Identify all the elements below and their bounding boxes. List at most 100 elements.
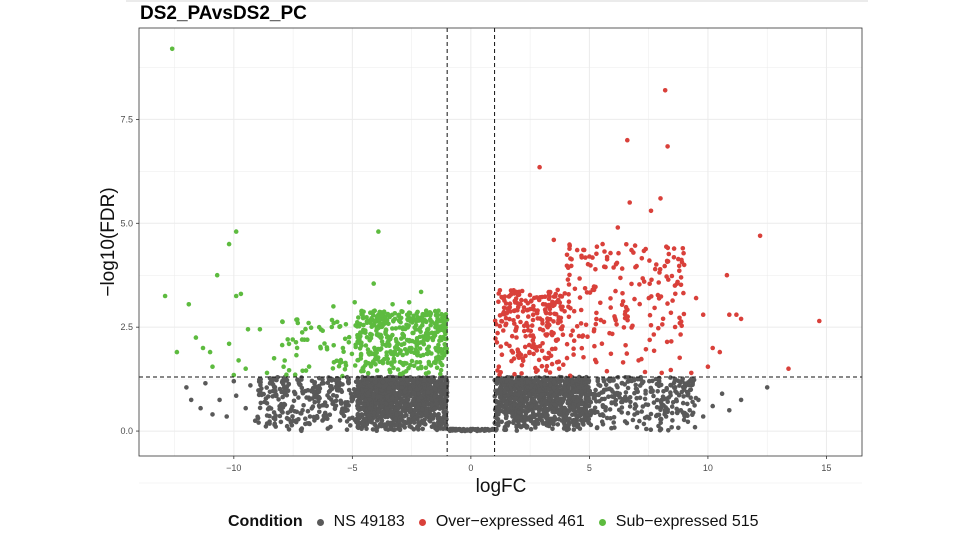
point-sub-expressed (438, 371, 443, 377)
point-over-expressed (519, 363, 525, 368)
point-sub-expressed (414, 318, 420, 323)
point-over-expressed (757, 233, 763, 239)
point-over-expressed (642, 369, 648, 375)
point-ns (278, 419, 284, 425)
point-over-expressed (512, 321, 517, 326)
point-over-expressed (629, 281, 634, 287)
point-sub-expressed (343, 360, 348, 366)
point-over-expressed (555, 287, 560, 293)
point-over-expressed (549, 361, 555, 367)
point-ns (677, 383, 682, 388)
point-ns (439, 418, 445, 424)
point-ns (383, 401, 389, 407)
point-ns (682, 381, 688, 386)
point-ns (198, 405, 203, 411)
point-over-expressed (534, 348, 540, 353)
point-ns (264, 385, 270, 390)
point-over-expressed (518, 301, 523, 307)
point-sub-expressed (406, 323, 412, 328)
point-ns (271, 410, 277, 415)
point-sub-expressed (433, 360, 438, 365)
point-ns (272, 417, 278, 422)
point-over-expressed (540, 321, 545, 326)
legend-label-sub-expressed: Sub−expressed 515 (615, 513, 759, 530)
point-ns (344, 374, 350, 380)
point-sub-expressed (392, 311, 398, 316)
point-ns (611, 415, 617, 420)
point-over-expressed (495, 330, 500, 336)
point-ns (357, 415, 362, 421)
point-sub-expressed (426, 344, 432, 350)
point-over-expressed (613, 288, 618, 294)
point-ns (376, 382, 382, 388)
point-over-expressed (505, 306, 510, 311)
point-ns (535, 419, 540, 425)
point-sub-expressed (436, 319, 442, 324)
point-over-expressed (608, 305, 613, 310)
point-ns (548, 383, 553, 388)
point-ns (346, 387, 352, 393)
y-tick-label: 7.5 (120, 114, 133, 124)
point-sub-expressed (358, 330, 363, 335)
point-ns (600, 404, 606, 410)
point-ns (391, 377, 396, 383)
point-sub-expressed (320, 328, 326, 334)
point-over-expressed (614, 322, 619, 327)
point-ns (424, 413, 429, 419)
point-ns (429, 402, 435, 408)
point-ns (551, 379, 557, 385)
point-over-expressed (550, 299, 555, 305)
point-over-expressed (660, 316, 666, 322)
point-over-expressed (551, 237, 557, 243)
point-over-expressed (613, 317, 618, 323)
point-ns (685, 391, 691, 397)
point-over-expressed (497, 323, 503, 329)
point-over-expressed (616, 250, 621, 256)
point-over-expressed (578, 321, 584, 326)
point-ns (312, 399, 318, 405)
point-over-expressed (501, 328, 506, 333)
point-over-expressed (588, 263, 593, 268)
point-sub-expressed (390, 326, 395, 331)
point-ns (556, 417, 562, 422)
point-ns (421, 402, 427, 408)
point-ns (390, 385, 396, 390)
point-ns (367, 405, 372, 411)
point-ns (625, 410, 631, 416)
point-ns (439, 402, 444, 408)
point-ns (529, 383, 535, 388)
point-over-expressed (664, 339, 670, 345)
point-ns (267, 421, 272, 426)
point-ns (611, 378, 616, 383)
point-sub-expressed (361, 322, 366, 328)
point-ns (429, 396, 434, 402)
point-sub-expressed (363, 343, 369, 348)
point-ns (571, 427, 577, 432)
point-sub-expressed (286, 368, 292, 373)
point-ns (411, 420, 417, 425)
point-ns (610, 389, 615, 394)
point-ns (601, 376, 606, 382)
point-ns (659, 397, 664, 403)
point-ns (385, 394, 390, 400)
point-over-expressed (585, 334, 590, 340)
point-ns (727, 408, 732, 413)
point-over-expressed (643, 246, 648, 252)
point-ns (282, 391, 288, 397)
point-ns (529, 397, 535, 403)
point-over-expressed (537, 344, 543, 349)
point-over-expressed (559, 326, 564, 332)
point-ns (375, 411, 380, 417)
point-ns (637, 418, 642, 424)
point-ns (388, 381, 394, 386)
point-over-expressed (581, 247, 587, 253)
point-over-expressed (620, 291, 625, 296)
x-tick-label: 10 (703, 463, 713, 473)
point-ns (316, 403, 322, 408)
point-sub-expressed (374, 332, 380, 338)
point-over-expressed (571, 338, 577, 344)
point-over-expressed (734, 312, 739, 318)
point-over-expressed (518, 319, 523, 325)
point-sub-expressed (285, 337, 291, 342)
point-sub-expressed (340, 373, 345, 379)
